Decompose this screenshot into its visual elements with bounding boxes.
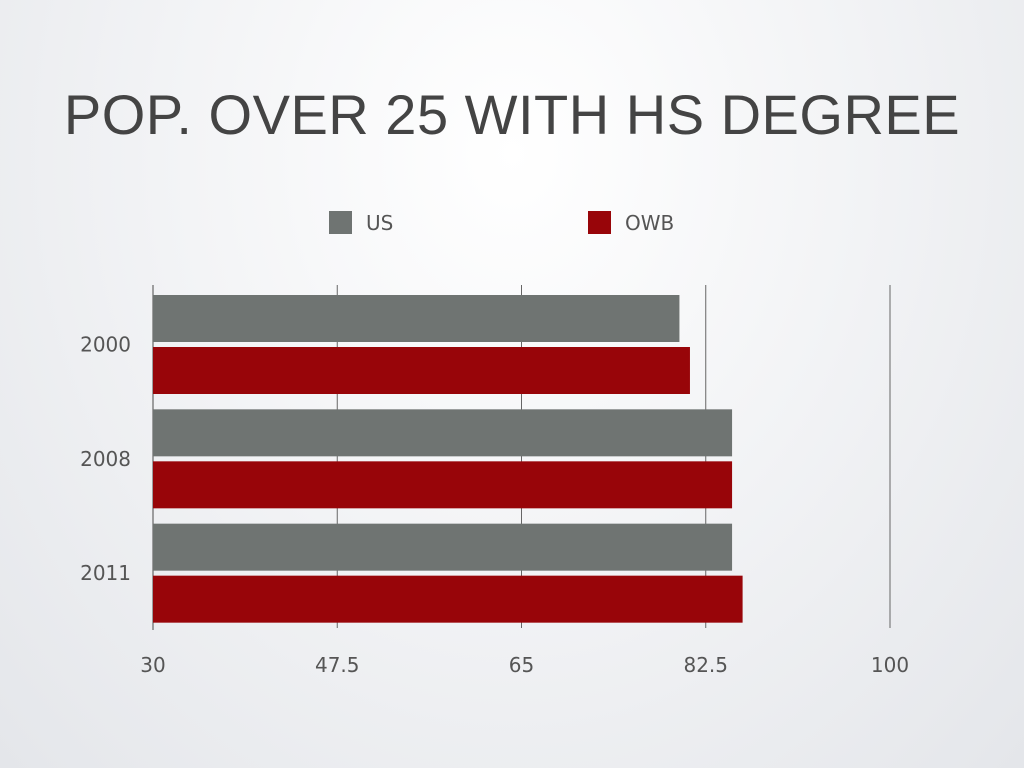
x-tick-label: 30 [140, 653, 165, 677]
bar-owb-2008 [153, 461, 733, 509]
bar-owb-2011 [153, 575, 743, 623]
legend-label-owb: OWB [625, 211, 674, 235]
gridlines [152, 285, 891, 630]
y-axis-labels: 2000 2008 2011 [80, 333, 131, 586]
legend-swatch-us [329, 211, 352, 234]
x-tick-label: 47.5 [315, 653, 360, 677]
bar-us-2011 [153, 523, 733, 571]
bar-us-2008 [153, 409, 733, 457]
legend: US OWB [329, 211, 674, 235]
bar-owb-2000 [153, 347, 690, 394]
y-tick-label: 2008 [80, 447, 131, 471]
x-tick-label: 65 [509, 653, 534, 677]
x-tick-label: 100 [871, 653, 909, 677]
slide-title: POP. OVER 25 WITH HS DEGREE [63, 83, 961, 146]
y-tick-label: 2011 [80, 561, 131, 585]
x-axis-labels: 30 47.5 65 82.5 100 [140, 653, 909, 677]
bar-us-2000 [153, 295, 680, 342]
legend-swatch-owb [588, 211, 611, 234]
y-tick-label: 2000 [80, 333, 131, 357]
legend-label-us: US [366, 211, 393, 235]
bars [153, 295, 743, 623]
x-tick-label: 82.5 [683, 653, 728, 677]
